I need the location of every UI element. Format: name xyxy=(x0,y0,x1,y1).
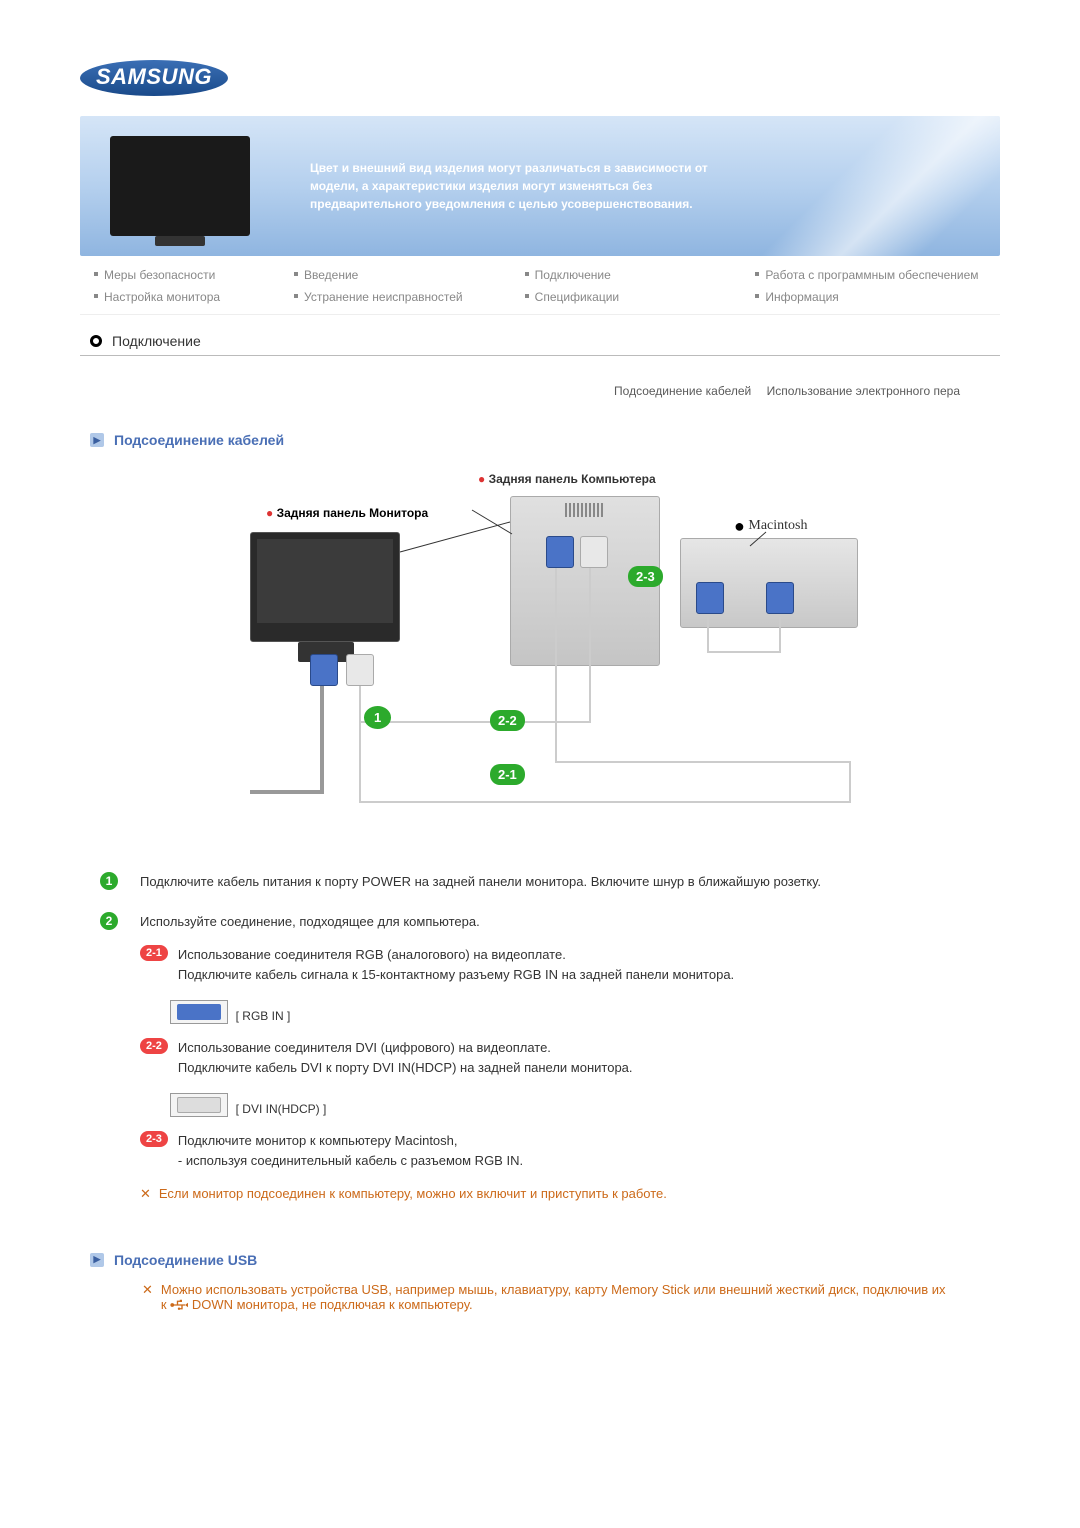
nav-software[interactable]: Работа с программным обеспечением xyxy=(755,264,986,286)
port-rgb-row: [ RGB IN ] xyxy=(140,994,950,1038)
section-usb-title: Подсоединение USB xyxy=(114,1252,257,1268)
section-arrow-icon-2: ▶ xyxy=(90,1253,104,1267)
nav-info[interactable]: Информация xyxy=(755,286,986,308)
section-cables-title: Подсоединение кабелей xyxy=(114,432,284,448)
substep-2-1: 2-1 Использование соединителя RGB (анало… xyxy=(140,945,950,984)
connection-diagram: ● Задняя панель Компьютера ● Задняя пане… xyxy=(210,462,870,832)
substep-2-1-badge: 2-1 xyxy=(140,945,168,961)
diagram-badge-2-2: 2-2 xyxy=(490,710,525,731)
diagram-cables xyxy=(210,462,870,832)
nav-connection[interactable]: Подключение xyxy=(525,264,756,286)
step-1: 1 Подключите кабель питания к порту POWE… xyxy=(100,872,950,892)
substep-2-3-badge: 2-3 xyxy=(140,1131,168,1147)
port-rgb-image xyxy=(170,1000,228,1024)
banner-text: Цвет и внешний вид изделия могут различа… xyxy=(310,159,730,213)
sublink-pen[interactable]: Использование электронного пера xyxy=(767,384,960,398)
substep-2-1-text: Использование соединителя RGB (аналогово… xyxy=(178,945,734,984)
nav-intro[interactable]: Введение xyxy=(294,264,525,286)
port-dvi-image xyxy=(170,1093,228,1117)
port-dvi-row: [ DVI IN(HDCP) ] xyxy=(140,1087,950,1131)
banner-text-area: Цвет и внешний вид изделия могут различа… xyxy=(280,116,1000,256)
step-1-text: Подключите кабель питания к порту POWER … xyxy=(140,872,821,892)
note-connected-text: Если монитор подсоединен к компьютеру, м… xyxy=(159,1184,667,1204)
brand-logo: SAMSUNG xyxy=(80,60,1000,96)
section-arrow-icon: ▶ xyxy=(90,433,104,447)
step-list: 1 Подключите кабель питания к порту POWE… xyxy=(80,872,1000,1204)
nav-settings[interactable]: Настройка монитора xyxy=(94,286,294,308)
usb-note: ✕ Можно использовать устройства USB, нап… xyxy=(142,1282,950,1312)
page-title-row: Подключение xyxy=(80,315,1000,356)
banner-product-image xyxy=(80,116,280,256)
step-2-body: Используйте соединение, подходящее для к… xyxy=(140,912,950,1204)
page-title: Подключение xyxy=(112,333,201,349)
section-cables-head: ▶ Подсоединение кабелей xyxy=(90,432,1000,448)
step-2: 2 Используйте соединение, подходящее для… xyxy=(100,912,950,1204)
substep-2-2: 2-2 Использование соединителя DVI (цифро… xyxy=(140,1038,950,1077)
nav-troubleshoot[interactable]: Устранение неисправностей xyxy=(294,286,525,308)
nav-safety[interactable]: Меры безопасности xyxy=(94,264,294,286)
usb-body: ✕ Можно использовать устройства USB, нап… xyxy=(80,1282,1000,1312)
step-2-badge: 2 xyxy=(100,912,118,930)
step-1-badge: 1 xyxy=(100,872,118,890)
port-rgb-label: [ RGB IN ] xyxy=(236,1009,291,1023)
note-connected: ✕ Если монитор подсоединен к компьютеру,… xyxy=(140,1184,950,1204)
hero-banner: Цвет и внешний вид изделия могут различа… xyxy=(80,116,1000,256)
page-title-bullet-icon xyxy=(90,335,102,347)
port-dvi-label: [ DVI IN(HDCP) ] xyxy=(236,1102,327,1116)
substep-2-2-badge: 2-2 xyxy=(140,1038,168,1054)
step-2-text: Используйте соединение, подходящее для к… xyxy=(140,912,950,932)
note-mark-icon: ✕ xyxy=(140,1184,151,1204)
usb-note-mark-icon: ✕ xyxy=(142,1282,153,1298)
diagram-badge-2-1: 2-1 xyxy=(490,764,525,785)
usb-note-text: Можно использовать устройства USB, напри… xyxy=(161,1282,950,1312)
brand-text: SAMSUNG xyxy=(80,60,228,96)
main-nav: Меры безопасности Введение Подключение Р… xyxy=(80,256,1000,315)
substep-2-2-text: Использование соединителя DVI (цифрового… xyxy=(178,1038,633,1077)
diagram-badge-2-3: 2-3 xyxy=(628,566,663,587)
monitor-image xyxy=(110,136,250,236)
nav-specs[interactable]: Спецификации xyxy=(525,286,756,308)
sublink-cables[interactable]: Подсоединение кабелей xyxy=(614,384,751,398)
page-root: SAMSUNG Цвет и внешний вид изделия могут… xyxy=(0,0,1080,1352)
substep-2-3: 2-3 Подключите монитор к компьютеру Maci… xyxy=(140,1131,950,1170)
section-usb-head: ▶ Подсоединение USB xyxy=(90,1252,1000,1268)
substep-2-3-text: Подключите монитор к компьютеру Macintos… xyxy=(178,1131,523,1170)
diagram-badge-1: 1 xyxy=(364,706,391,729)
sub-nav: Подсоединение кабелей Использование элек… xyxy=(80,384,1000,398)
usb-icon xyxy=(170,1299,188,1311)
